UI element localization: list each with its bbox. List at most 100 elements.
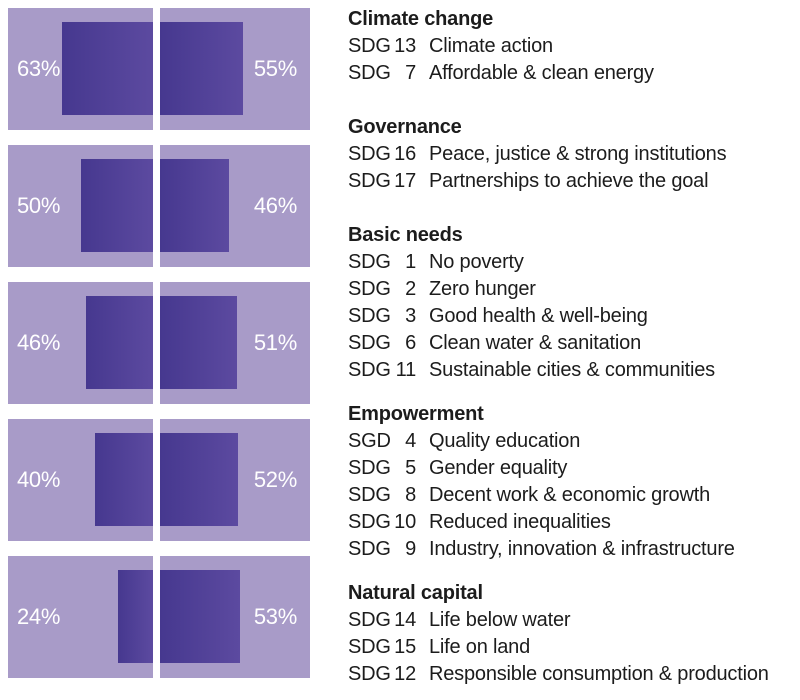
sdg-label: Gender equality xyxy=(429,457,568,479)
percent-label-right: 52% xyxy=(253,467,297,492)
sdg-item: SDG 2 Zero hunger xyxy=(348,276,796,303)
sdg-tag: SDG xyxy=(348,538,391,560)
sdg-tag: SDG xyxy=(348,35,391,57)
bar-left xyxy=(61,22,153,115)
panel-right: 53% xyxy=(160,556,310,678)
legend-group-natural-capital: Natural capital SDG 14 Life below water … xyxy=(348,580,796,688)
panel-right: 51% xyxy=(160,282,310,404)
sdg-item: SDG 8 Decent work & economic growth xyxy=(348,482,796,509)
bar-right xyxy=(160,296,237,389)
sdg-number: 17 xyxy=(394,170,416,192)
panel-right: 46% xyxy=(160,145,310,267)
sdg-tag: SGD xyxy=(348,430,391,452)
bar-row: 50% 46% xyxy=(8,145,310,267)
sdg-item: SDG 13 Climate action xyxy=(348,33,796,60)
legend-group-basic-needs: Basic needs SDG 1 No poverty SDG 2 Zero … xyxy=(348,222,796,384)
sdg-tag: SDG xyxy=(348,251,391,273)
sdg-number: 4 xyxy=(405,430,416,452)
sdg-item: SDG 10 Reduced inequalities xyxy=(348,509,796,536)
group-title: Climate change xyxy=(348,8,494,30)
sdg-number: 6 xyxy=(405,332,416,354)
sdg-label: Reduced inequalities xyxy=(429,511,611,533)
sdg-tag: SDG xyxy=(348,62,391,84)
bar-right xyxy=(160,433,238,526)
sdg-tag: SDG xyxy=(348,170,391,192)
panel-left: 63% xyxy=(8,8,153,130)
bar-left xyxy=(118,570,153,663)
sdg-number: 13 xyxy=(394,35,416,57)
sdg-number: 3 xyxy=(405,305,416,327)
sdg-item: SDG 16 Peace, justice & strong instituti… xyxy=(348,141,796,168)
sdg-number: 14 xyxy=(394,609,416,631)
sdg-item: SDG 3 Good health & well-being xyxy=(348,303,796,330)
bar-left xyxy=(80,159,153,252)
sdg-label: Partnerships to achieve the goal xyxy=(429,170,709,192)
sdg-tag: SDG xyxy=(348,143,391,165)
percent-label-right: 46% xyxy=(253,193,297,218)
sdg-tag: SDG xyxy=(348,457,391,479)
sdg-label: Life on land xyxy=(429,636,531,658)
sdg-tag: SDG xyxy=(348,305,391,327)
group-title: Empowerment xyxy=(348,403,484,425)
sdg-number: 5 xyxy=(405,457,416,479)
percent-label-left: 50% xyxy=(17,193,61,218)
panel-right: 55% xyxy=(160,8,310,130)
sdg-label: Affordable & clean energy xyxy=(429,62,654,84)
sdg-tag: SDG xyxy=(348,484,391,506)
sdg-label: Sustainable cities & communities xyxy=(429,359,715,381)
sdg-label: Quality education xyxy=(429,430,581,452)
percent-label-left: 46% xyxy=(17,330,61,355)
bar-row: 24% 53% xyxy=(8,556,310,678)
sdg-label: Peace, justice & strong institutions xyxy=(429,143,727,165)
sdg-number: 10 xyxy=(394,511,416,533)
sdg-item: SGD 4 Quality education xyxy=(348,428,796,455)
sdg-label: Climate action xyxy=(429,35,553,57)
sdg-label: Industry, innovation & infrastructure xyxy=(429,538,735,560)
sdg-number: 9 xyxy=(405,538,416,560)
group-title: Natural capital xyxy=(348,582,483,604)
bar-row: 40% 52% xyxy=(8,419,310,541)
sdg-number: 2 xyxy=(405,278,416,300)
sdg-item: SDG 11 Sustainable cities & communities xyxy=(348,357,796,384)
percent-label-right: 51% xyxy=(253,330,297,355)
bar-right xyxy=(160,570,240,663)
percent-label-left: 63% xyxy=(17,56,61,81)
sdg-label: Good health & well-being xyxy=(429,305,648,327)
percent-label-left: 40% xyxy=(17,467,61,492)
panel-right: 52% xyxy=(160,419,310,541)
sdg-tag: SDG xyxy=(348,278,391,300)
sdg-number: 7 xyxy=(405,62,416,84)
sdg-tag: SDG xyxy=(348,609,391,631)
bar-row: 63% 55% xyxy=(8,8,310,130)
bar-right xyxy=(160,22,243,115)
percent-label-right: 53% xyxy=(253,604,297,629)
sdg-item: SDG 12 Responsible consumption & product… xyxy=(348,661,796,688)
sdg-item: SDG 6 Clean water & sanitation xyxy=(348,330,796,357)
sdg-number: 12 xyxy=(394,663,416,685)
bar-left xyxy=(95,433,153,526)
percent-label-left: 24% xyxy=(17,604,61,629)
sdg-tag: SDG xyxy=(348,511,391,533)
sdg-item: SDG 7 Affordable & clean energy xyxy=(348,60,796,87)
panel-left: 40% xyxy=(8,419,153,541)
bar-row: 46% 51% xyxy=(8,282,310,404)
sdg-tag: SDG xyxy=(348,359,391,381)
sdg-item: SDG 5 Gender equality xyxy=(348,455,796,482)
sdg-item: SDG 1 No poverty xyxy=(348,249,796,276)
sdg-label: Zero hunger xyxy=(429,278,536,300)
percent-label-right: 55% xyxy=(253,56,297,81)
sdg-tag: SDG xyxy=(348,663,391,685)
panel-left: 46% xyxy=(8,282,153,404)
group-title: Governance xyxy=(348,116,462,138)
sdg-label: Life below water xyxy=(429,609,571,631)
sdg-label: No poverty xyxy=(429,251,524,273)
category-legend-column: Climate change SDG 13 Climate action SDG… xyxy=(348,6,796,700)
sdg-number: 8 xyxy=(405,484,416,506)
sdg-item: SDG 9 Industry, innovation & infrastruct… xyxy=(348,536,796,563)
sdg-label: Clean water & sanitation xyxy=(429,332,641,354)
sdg-item: SDG 17 Partnerships to achieve the goal xyxy=(348,168,796,195)
panel-left: 24% xyxy=(8,556,153,678)
panel-left: 50% xyxy=(8,145,153,267)
bar-left xyxy=(86,296,153,389)
group-title: Basic needs xyxy=(348,224,463,246)
